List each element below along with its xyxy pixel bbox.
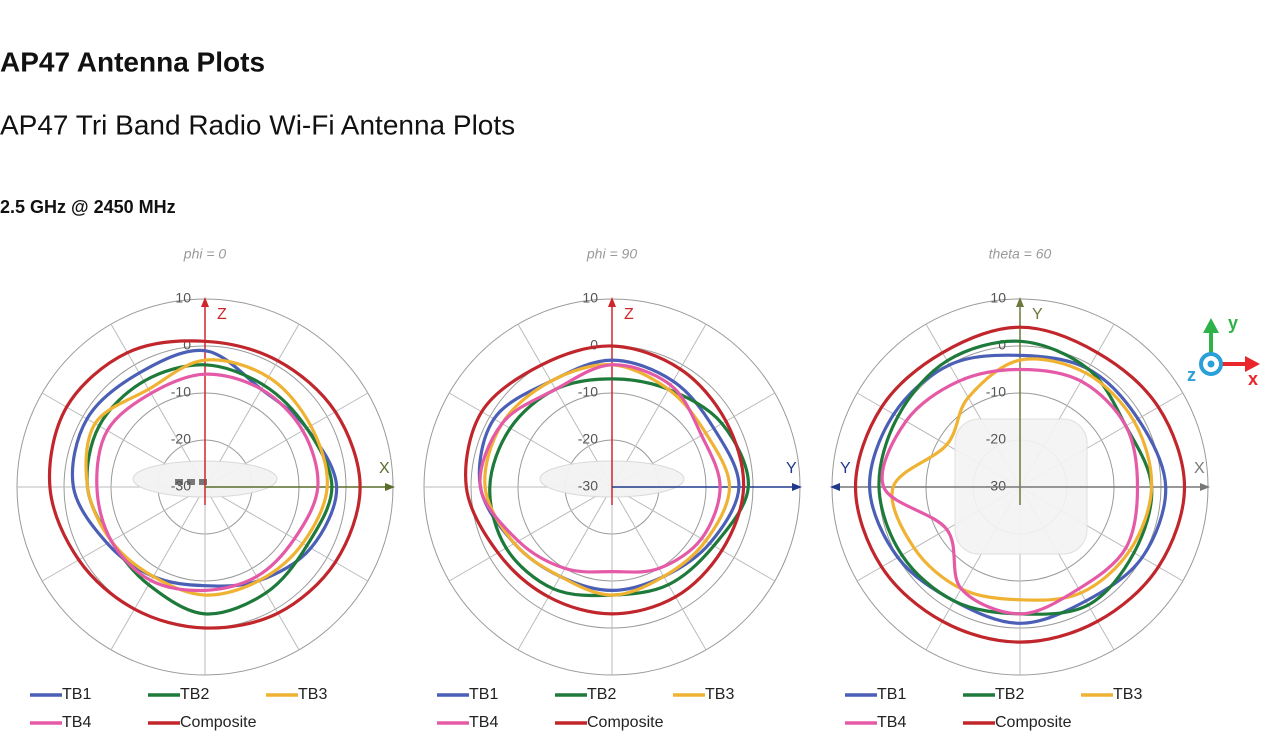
series-line: [853, 325, 1187, 644]
spoke: [204, 323, 300, 488]
chart-title: phi = 90: [586, 246, 637, 262]
spoke: [611, 323, 707, 488]
axis-label: Y: [1032, 306, 1043, 323]
legend-label: Composite: [587, 714, 664, 731]
r-tick-label: -20: [171, 431, 191, 447]
spoke: [204, 486, 300, 651]
device-port: [175, 479, 183, 485]
r-tick-label: 0: [590, 337, 598, 353]
r-tick-label: 0: [998, 337, 1006, 353]
r-tick-label: -20: [578, 431, 598, 447]
r-tick-label: 10: [582, 290, 598, 306]
spoke: [611, 486, 776, 582]
r-tick-label: -10: [578, 384, 598, 400]
icon-label: x: [1248, 369, 1258, 389]
device-port: [187, 479, 195, 485]
page-subtitle: AP47 Tri Band Radio Wi-Fi Antenna Plots: [0, 109, 515, 140]
series-line: [477, 358, 741, 593]
series-line: [85, 363, 334, 616]
axis-label: Y: [840, 460, 851, 477]
legend-label: TB1: [469, 686, 498, 703]
axis-arrow-head: [385, 483, 395, 491]
icon-arrow: [1203, 318, 1219, 333]
axis-label: Z: [217, 306, 227, 323]
r-tick-label: -30: [578, 478, 598, 494]
spoke: [204, 486, 369, 582]
legend-label: TB3: [705, 686, 734, 703]
chart-title: theta = 60: [989, 246, 1052, 262]
r-tick-label: -10: [986, 384, 1006, 400]
series-line: [464, 344, 746, 616]
axis-label: X: [1194, 460, 1205, 477]
chart-title: phi = 0: [183, 246, 227, 262]
axis-arrow-head: [1016, 297, 1024, 307]
legend-label: TB2: [180, 686, 209, 703]
spoke: [448, 486, 613, 582]
polar-chart: theta = 60 10 0 -10 -20 -30 Y X Y TB1 TB2 TB3 TB4 Com…: [830, 246, 1210, 731]
icon-arrow: [1245, 356, 1260, 372]
icon-label: y: [1228, 313, 1238, 333]
legend-label: TB4: [469, 714, 498, 731]
legend-label: TB1: [877, 686, 906, 703]
series-line: [478, 363, 722, 574]
icon-label: z: [1187, 365, 1196, 385]
series-line: [867, 353, 1168, 625]
r-tick-label: 10: [990, 290, 1006, 306]
legend-label: TB1: [62, 686, 91, 703]
axis-label: Z: [624, 306, 634, 323]
legend-label: TB4: [62, 714, 91, 731]
series-line: [890, 357, 1154, 602]
spoke: [110, 486, 206, 651]
axis-arrow-head: [830, 483, 840, 491]
r-tick-label: 0: [183, 337, 191, 353]
axis-label: Y: [786, 460, 797, 477]
axes-icon: y x z: [1187, 313, 1260, 389]
axis-arrow-head: [608, 297, 616, 307]
series-line: [880, 367, 1140, 616]
r-tick-label: -10: [171, 384, 191, 400]
spoke: [517, 323, 613, 488]
series-line: [47, 339, 362, 630]
page-title: AP47 Antenna Plots: [0, 46, 265, 77]
axis-arrow-head: [1200, 483, 1210, 491]
axis-label: X: [379, 460, 390, 477]
r-tick-label: -20: [986, 431, 1006, 447]
r-tick-label: -30: [171, 478, 191, 494]
r-tick-label: 10: [175, 290, 191, 306]
axis-arrow-head: [792, 483, 802, 491]
legend-label: TB3: [1113, 686, 1142, 703]
legend-label: Composite: [180, 714, 257, 731]
device-port: [199, 479, 207, 485]
polar-chart: phi = 0 10 0 -10 -20 -30 Z X TB1 TB2 TB3 TB4 Composi…: [16, 246, 395, 731]
series-line: [84, 358, 329, 597]
spoke: [41, 486, 206, 582]
legend-label: TB3: [298, 686, 327, 703]
section-title: 2.5 GHz @ 2450 MHz: [0, 197, 176, 217]
legend-label: Composite: [995, 714, 1072, 731]
r-tick-label: -30: [986, 478, 1006, 494]
axis-arrow-head: [201, 297, 209, 307]
series-line: [95, 372, 320, 593]
legend-label: TB2: [995, 686, 1024, 703]
polar-chart: phi = 90 10 0 -10 -20 -30 Z Y TB1 TB2 TB3 TB4 Compos…: [423, 246, 802, 731]
legend-label: TB4: [877, 714, 906, 731]
icon-dot: [1207, 360, 1215, 368]
legend-label: TB2: [587, 686, 616, 703]
